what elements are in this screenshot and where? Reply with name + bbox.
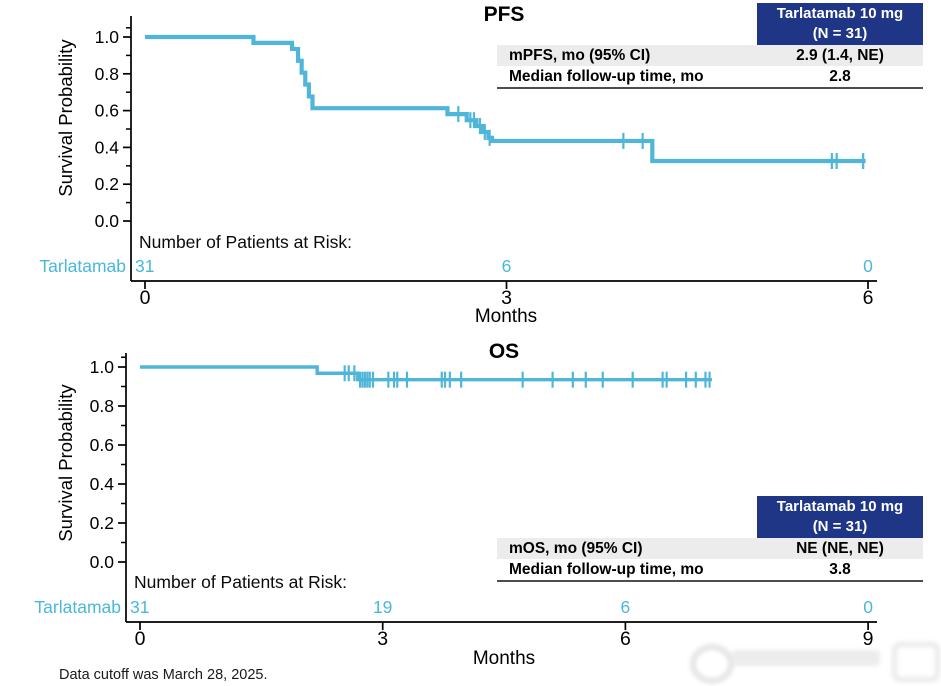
x-tick-label: 0 — [135, 628, 146, 650]
y-tick-label: 0.4 — [95, 137, 120, 157]
x-tick-label: 9 — [863, 628, 874, 650]
risk-arm-label: Tarlatamab — [34, 597, 121, 617]
y-tick-label: 0.8 — [95, 64, 119, 84]
watermark-logo-icon — [892, 642, 940, 682]
pfs-followup-label: Median follow-up time, mo — [509, 67, 704, 85]
pfs-title: PFS — [483, 3, 525, 26]
risk-arm-label: Tarlatamab — [39, 256, 126, 276]
pfs-stats-table-header: Tarlatamab 10 mg (N = 31) — [757, 3, 923, 45]
y-tick-label: 0.6 — [90, 435, 114, 455]
risk-table-title: Number of Patients at Risk: — [139, 232, 352, 252]
risk-count: 6 — [621, 597, 631, 617]
pfs-stat-value: 2.9 (1.4, NE) — [796, 46, 884, 64]
watermark — [688, 636, 940, 684]
os-stats-row-followup: Median follow-up time, mo 3.8 — [497, 559, 923, 582]
x-tick-label: 3 — [501, 287, 512, 309]
os-stats-table: Tarlatamab 10 mg (N = 31) mOS, mo (95% C… — [497, 496, 923, 582]
risk-count: 31 — [130, 597, 149, 617]
os-stats-table-header: Tarlatamab 10 mg (N = 31) — [757, 496, 923, 538]
os-arm-n: (N = 31) — [812, 518, 868, 535]
pfs-stat-label: mPFS, mo (95% CI) — [509, 46, 651, 64]
x-tick-label: 6 — [620, 628, 631, 650]
watermark-text-blur — [732, 650, 880, 666]
pfs-stats-row-mpfs: mPFS, mo (95% CI) 2.9 (1.4, NE) — [497, 45, 923, 66]
x-tick-label: 0 — [140, 287, 151, 309]
y-tick-label: 0.8 — [90, 396, 114, 416]
os-x-axis-label: Months — [472, 648, 536, 669]
risk-count: 0 — [863, 256, 873, 276]
y-tick-label: 0.2 — [90, 513, 114, 533]
os-stats-row-mos: mOS, mo (95% CI) NE (NE, NE) — [497, 538, 923, 559]
risk-count: 6 — [502, 256, 512, 276]
pfs-arm-name: Tarlatamab 10 mg — [776, 5, 904, 22]
y-tick-label: 0.4 — [90, 474, 115, 494]
y-tick-label: 0.0 — [95, 211, 120, 231]
x-tick-label: 6 — [863, 287, 874, 309]
risk-table-title: Number of Patients at Risk: — [134, 572, 347, 592]
pfs-stats-table: Tarlatamab 10 mg (N = 31) mPFS, mo (95% … — [497, 3, 923, 89]
risk-count: 0 — [863, 597, 873, 617]
os-stat-label: mOS, mo (95% CI) — [509, 539, 643, 557]
y-tick-label: 0.6 — [95, 101, 119, 121]
pfs-followup-value: 2.8 — [829, 67, 851, 85]
y-tick-label: 1.0 — [95, 27, 120, 47]
pfs-arm-n: (N = 31) — [812, 25, 868, 42]
y-tick-label: 0.0 — [90, 552, 115, 572]
data-cutoff-note: Data cutoff was March 28, 2025. — [59, 667, 268, 683]
x-tick-label: 3 — [377, 628, 388, 650]
pfs-stats-row-followup: Median follow-up time, mo 2.8 — [497, 66, 923, 89]
y-tick-label: 0.2 — [95, 174, 119, 194]
os-y-axis-label: Survival Probability — [55, 384, 76, 542]
os-followup-label: Median follow-up time, mo — [509, 560, 704, 578]
os-stat-value: NE (NE, NE) — [796, 539, 884, 557]
os-followup-value: 3.8 — [829, 560, 851, 578]
pfs-x-axis-label: Months — [474, 306, 538, 327]
os-arm-name: Tarlatamab 10 mg — [776, 498, 904, 515]
survival-curve — [140, 365, 712, 382]
os-title: OS — [488, 340, 520, 363]
y-tick-label: 1.0 — [90, 357, 115, 377]
watermark-glyph-icon — [690, 644, 734, 684]
risk-count: 19 — [373, 597, 392, 617]
risk-count: 31 — [135, 256, 154, 276]
pfs-y-axis-label: Survival Probability — [55, 39, 76, 197]
